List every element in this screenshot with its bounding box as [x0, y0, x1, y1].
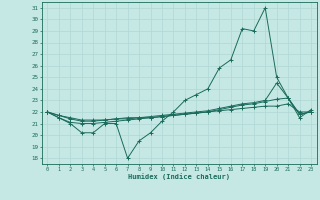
X-axis label: Humidex (Indice chaleur): Humidex (Indice chaleur) [128, 174, 230, 180]
